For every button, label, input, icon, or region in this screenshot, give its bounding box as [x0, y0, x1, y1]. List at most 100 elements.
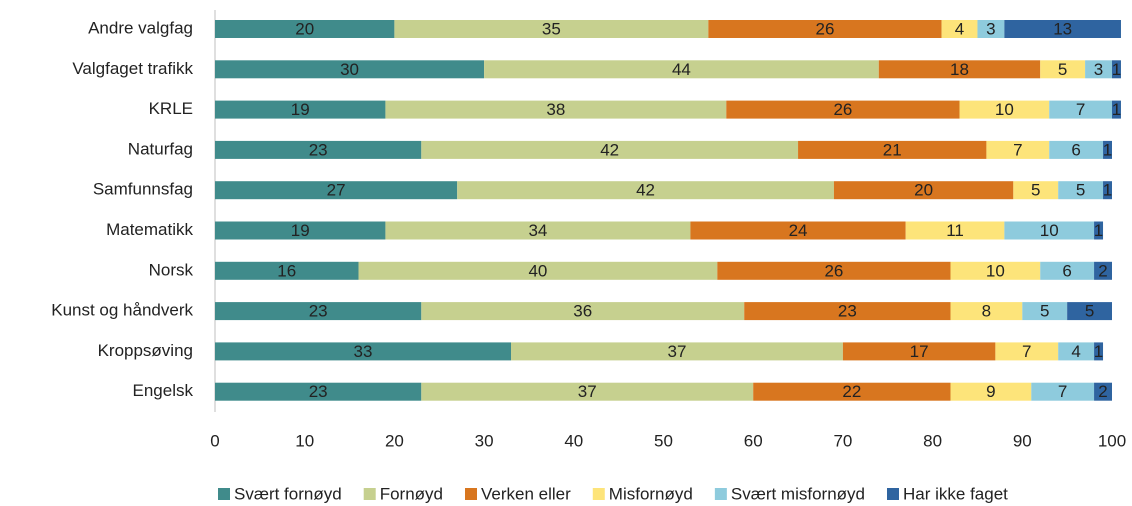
bar-segment	[215, 221, 386, 240]
bar-segment	[941, 20, 978, 38]
data-label: 5	[1058, 60, 1067, 79]
data-label: 9	[986, 382, 995, 401]
data-label: 19	[291, 221, 310, 240]
legend-swatch	[592, 488, 605, 500]
data-label: 5	[1040, 302, 1049, 321]
data-label: 42	[636, 181, 655, 200]
data-label: 23	[309, 382, 328, 401]
bar-segment	[1094, 382, 1112, 401]
data-label: 38	[546, 100, 565, 119]
bar-segment	[1004, 221, 1095, 240]
data-label: 10	[986, 261, 1005, 280]
bar-segment	[215, 181, 458, 200]
bar-segment	[744, 302, 951, 321]
bar-segment	[1085, 60, 1112, 79]
bar-segment	[484, 60, 879, 79]
data-label: 36	[573, 302, 592, 321]
data-label: 1	[1094, 221, 1103, 240]
data-label: 19	[291, 100, 310, 119]
x-tick-label: 20	[385, 431, 404, 450]
data-label: 35	[542, 19, 561, 38]
bar-segment	[878, 60, 1041, 79]
bar-segment	[1103, 181, 1112, 200]
x-tick-label: 30	[475, 431, 494, 450]
y-tick-label: Andre valgfag	[88, 18, 193, 37]
data-label: 37	[578, 382, 597, 401]
bar-segment	[798, 140, 987, 159]
data-label: 3	[986, 19, 995, 38]
data-label: 3	[1094, 60, 1103, 79]
data-label: 6	[1071, 140, 1080, 159]
y-tick-label: Naturfag	[128, 139, 193, 158]
bar-segment	[950, 302, 1023, 321]
data-label: 33	[354, 342, 373, 361]
x-tick-label: 50	[654, 431, 673, 450]
bar-segment	[358, 261, 718, 280]
bar-segment	[959, 100, 1050, 119]
x-tick-label: 100	[1098, 431, 1126, 450]
bar-segment	[511, 342, 843, 361]
data-label: 20	[295, 19, 314, 38]
bar-segment	[1022, 302, 1068, 321]
y-tick-label: Kroppsøving	[98, 341, 193, 360]
data-label: 13	[1053, 19, 1072, 38]
bar-segment	[726, 100, 960, 119]
bar-segment	[1067, 302, 1112, 321]
bar-segment	[708, 20, 942, 38]
bar-segment	[215, 342, 512, 361]
data-label: 8	[982, 302, 991, 321]
bar-segment	[690, 221, 906, 240]
legend-swatch	[465, 488, 477, 500]
data-label: 23	[838, 302, 857, 321]
data-label: 22	[842, 382, 861, 401]
bar-segment	[717, 261, 951, 280]
x-tick-label: 60	[744, 431, 763, 450]
data-label: 1	[1103, 140, 1112, 159]
legend-swatch	[714, 488, 727, 500]
bar-segment	[1058, 342, 1095, 361]
bar-segment	[1094, 261, 1112, 280]
bar-segment	[1040, 60, 1086, 79]
bar-segment	[385, 221, 691, 240]
data-label: 4	[1071, 342, 1080, 361]
y-tick-label: Norsk	[149, 260, 194, 279]
data-label: 24	[789, 221, 808, 240]
data-label: 10	[1040, 221, 1059, 240]
y-tick-label: Engelsk	[133, 381, 194, 400]
data-label: 23	[309, 302, 328, 321]
data-label: 40	[528, 261, 547, 280]
data-label: 16	[277, 261, 296, 280]
data-label: 5	[1085, 302, 1094, 321]
bar-segment	[421, 382, 754, 401]
data-label: 27	[327, 181, 346, 200]
bar-segment	[753, 382, 951, 401]
data-label: 21	[883, 140, 902, 159]
data-label: 1	[1103, 181, 1112, 200]
bar-segment	[950, 382, 1032, 401]
bar-segment	[1049, 100, 1112, 119]
x-tick-label: 80	[923, 431, 942, 450]
data-label: 17	[910, 342, 929, 361]
data-label: 2	[1098, 382, 1107, 401]
x-tick-label: 70	[833, 431, 852, 450]
x-tick-label: 90	[1013, 431, 1032, 450]
bar-segment	[215, 140, 422, 159]
y-tick-label: Valgfaget trafikk	[72, 59, 193, 78]
data-label: 5	[1076, 181, 1085, 200]
data-label: 6	[1062, 261, 1071, 280]
bar-segment	[986, 140, 1050, 159]
data-label: 20	[914, 181, 933, 200]
bar-segment	[1004, 20, 1121, 38]
data-label: 7	[1076, 100, 1085, 119]
bar-segment	[1103, 140, 1112, 159]
y-tick-label: Samfunnsfag	[93, 180, 193, 199]
y-tick-label: Kunst og håndverk	[51, 301, 193, 320]
bar-segment	[215, 261, 359, 280]
data-label: 5	[1031, 181, 1040, 200]
legend-label: Fornøyd	[380, 484, 443, 503]
bar-segment	[950, 261, 1041, 280]
data-label: 26	[824, 261, 843, 280]
x-tick-label: 10	[295, 431, 314, 450]
data-label: 1	[1112, 60, 1121, 79]
